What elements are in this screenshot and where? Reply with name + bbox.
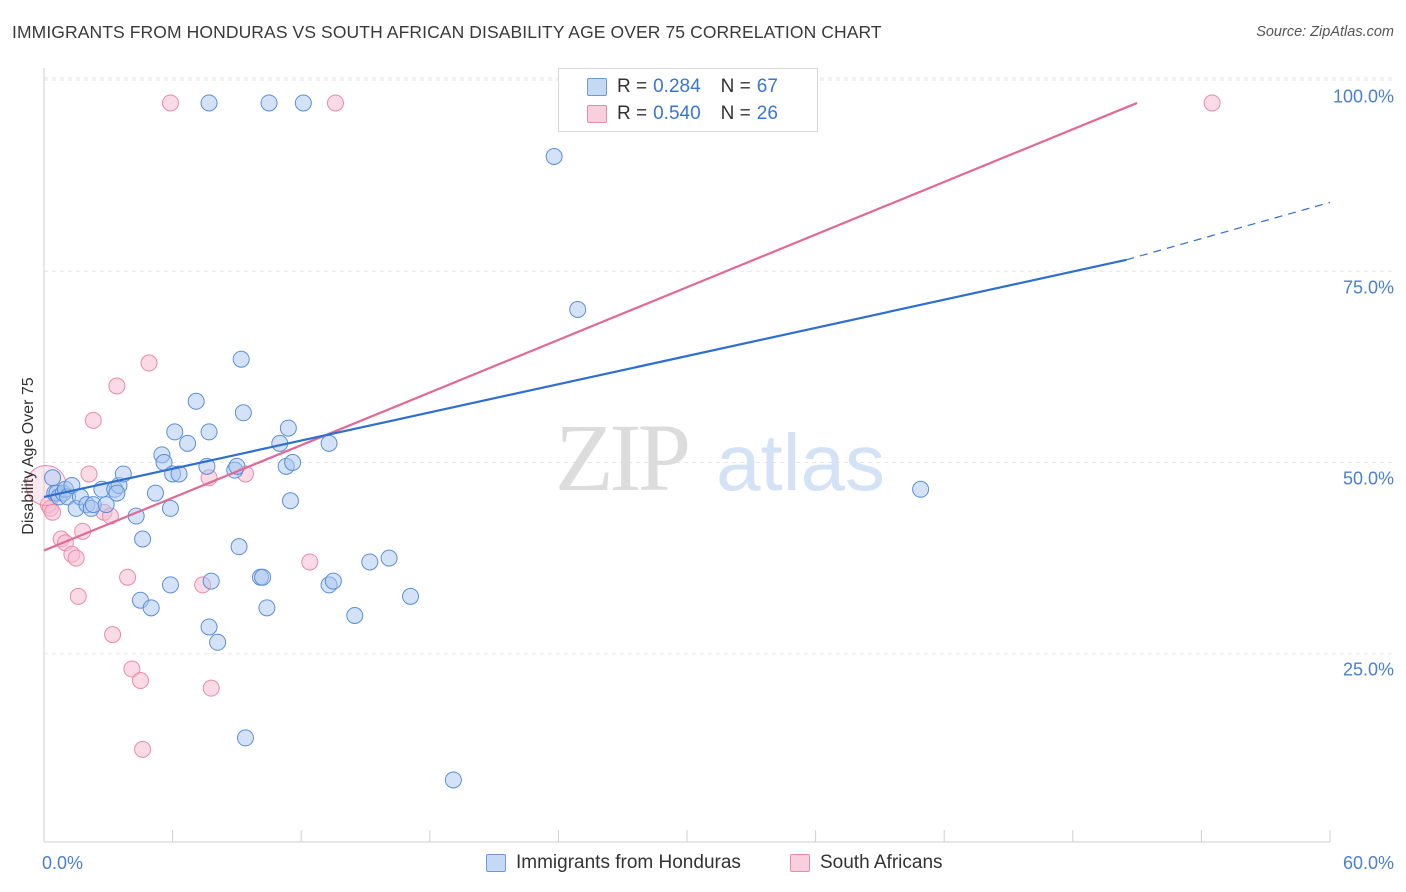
legend-r-label: R = bbox=[617, 76, 648, 97]
legend-n-label: N = bbox=[720, 103, 751, 124]
data-point-south-africans bbox=[134, 740, 152, 758]
data-point-south-africans bbox=[84, 411, 102, 429]
data-point-south-africans bbox=[1203, 94, 1221, 112]
data-point-honduras bbox=[142, 599, 160, 617]
data-point-south-africans bbox=[301, 553, 319, 571]
data-point-south-africans bbox=[80, 465, 98, 483]
trendline-honduras bbox=[43, 258, 1127, 498]
data-point-honduras bbox=[200, 618, 218, 636]
data-point-honduras bbox=[284, 454, 302, 471]
data-point-south-africans bbox=[140, 354, 158, 372]
y-tick-label: 50.0% bbox=[1342, 468, 1394, 489]
bottom-legend-honduras: Immigrants from Honduras bbox=[486, 852, 741, 874]
y-tick-label: 25.0% bbox=[1342, 659, 1394, 680]
data-point-honduras bbox=[200, 423, 218, 441]
legend-swatch-blue bbox=[587, 78, 607, 96]
data-point-honduras bbox=[402, 587, 420, 605]
data-point-south-africans bbox=[44, 503, 62, 521]
data-point-honduras bbox=[281, 492, 299, 510]
data-point-honduras bbox=[294, 94, 312, 112]
data-point-honduras bbox=[912, 480, 930, 498]
bottom-legend-label: South Africans bbox=[820, 852, 943, 873]
data-point-south-africans bbox=[104, 626, 122, 644]
data-point-honduras bbox=[209, 633, 227, 651]
data-point-honduras bbox=[346, 607, 364, 624]
legend-r-value: 0.540 bbox=[653, 103, 701, 124]
data-point-south-africans bbox=[326, 94, 344, 112]
legend-n-value: 26 bbox=[756, 103, 778, 124]
data-point-honduras bbox=[236, 729, 254, 747]
legend-row-honduras: R = 0.284 N = 67 bbox=[559, 75, 778, 99]
data-point-south-africans bbox=[161, 94, 179, 112]
axes bbox=[43, 68, 1331, 843]
data-point-honduras bbox=[202, 572, 220, 590]
x-tick-label-max: 60.0% bbox=[1342, 853, 1394, 873]
data-point-south-africans bbox=[202, 679, 220, 697]
data-point-honduras bbox=[134, 530, 152, 548]
chart-title: IMMIGRANTS FROM HONDURAS VS SOUTH AFRICA… bbox=[12, 22, 882, 42]
legend-row-south-africans: R = 0.540 N = 26 bbox=[559, 102, 778, 126]
legend-n-label: N = bbox=[720, 76, 751, 97]
y-tick-label: 75.0% bbox=[1342, 277, 1394, 298]
data-point-south-africans bbox=[67, 549, 85, 567]
trendlines bbox=[43, 101, 1331, 552]
data-point-honduras bbox=[44, 469, 62, 487]
trendline-south-africans bbox=[43, 101, 1138, 552]
data-point-south-africans bbox=[108, 377, 126, 395]
data-point-honduras bbox=[380, 549, 398, 567]
data-point-honduras bbox=[324, 572, 342, 590]
data-point-honduras bbox=[230, 538, 248, 556]
data-point-honduras bbox=[444, 771, 462, 789]
data-point-honduras bbox=[320, 434, 338, 452]
data-point-honduras bbox=[161, 576, 179, 594]
data-point-south-africans bbox=[131, 672, 149, 690]
legend-swatch-pink bbox=[587, 105, 607, 123]
legend-r-value: 0.284 bbox=[653, 76, 701, 97]
data-point-south-africans bbox=[69, 587, 87, 605]
data-point-honduras bbox=[179, 434, 197, 452]
bottom-legend-swatch-pink bbox=[790, 854, 810, 872]
data-point-honduras bbox=[254, 568, 272, 586]
data-point-honduras bbox=[361, 553, 379, 571]
correlation-legend: R = 0.284 N = 67 R = 0.540 N = 26 bbox=[558, 68, 818, 132]
data-point-honduras bbox=[161, 499, 179, 517]
source-label: Source: ZipAtlas.com bbox=[1256, 24, 1394, 40]
data-point-south-africans bbox=[123, 660, 141, 678]
data-point-honduras bbox=[260, 94, 278, 112]
data-point-honduras bbox=[166, 423, 184, 441]
y-tick-label: 100.0% bbox=[1332, 86, 1394, 107]
data-point-honduras bbox=[279, 419, 297, 437]
bottom-legend-label: Immigrants from Honduras bbox=[516, 852, 741, 873]
y-axis-label: Disability Age Over 75 bbox=[20, 377, 37, 535]
data-point-honduras bbox=[170, 465, 188, 483]
bottom-legend-south-africans: South Africans bbox=[790, 852, 943, 874]
watermark-atlas: atlas bbox=[716, 418, 885, 507]
blue-points bbox=[44, 94, 930, 789]
data-point-south-africans bbox=[119, 568, 137, 586]
data-point-honduras bbox=[234, 404, 252, 422]
trendline-honduras-extension bbox=[1126, 201, 1331, 261]
data-point-honduras bbox=[146, 484, 164, 502]
legend-r-label: R = bbox=[617, 103, 648, 124]
data-point-honduras bbox=[258, 599, 276, 617]
data-point-honduras bbox=[108, 484, 126, 502]
data-point-honduras bbox=[200, 94, 218, 112]
data-point-honduras bbox=[97, 496, 115, 514]
data-point-honduras bbox=[545, 148, 563, 165]
data-point-honduras bbox=[187, 392, 205, 410]
x-tick-label-min: 0.0% bbox=[42, 853, 84, 873]
legend-n-value: 67 bbox=[756, 76, 778, 97]
data-point-honduras bbox=[232, 350, 250, 368]
watermark: ZIP atlas bbox=[555, 404, 885, 511]
watermark-zip: ZIP bbox=[555, 404, 688, 511]
data-point-honduras bbox=[569, 301, 587, 318]
bottom-legend-swatch-blue bbox=[486, 854, 506, 872]
